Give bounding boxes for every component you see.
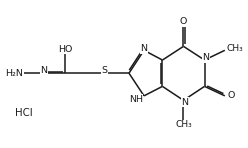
Text: CH₃: CH₃ [175, 120, 192, 129]
Text: N: N [181, 98, 188, 107]
Text: HO: HO [58, 45, 72, 54]
Text: O: O [180, 17, 187, 26]
Text: S: S [101, 66, 107, 75]
Text: H₂N: H₂N [5, 69, 23, 78]
Text: HCl: HCl [15, 108, 32, 119]
Text: CH₃: CH₃ [226, 45, 243, 53]
Text: NH: NH [129, 95, 143, 103]
Text: N: N [202, 53, 209, 62]
Text: N: N [40, 66, 47, 75]
Text: O: O [228, 91, 235, 100]
Text: N: N [141, 45, 148, 53]
